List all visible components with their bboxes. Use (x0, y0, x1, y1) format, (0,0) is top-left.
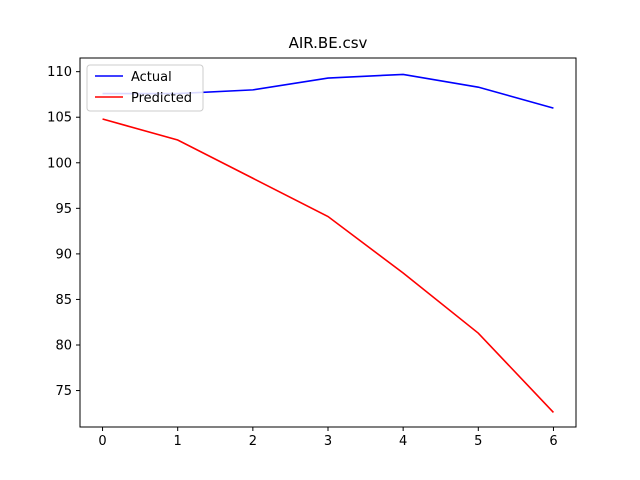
x-tick-label: 6 (549, 434, 557, 449)
x-axis: 0 1 2 3 4 5 6 (98, 427, 558, 449)
y-axis: 75 80 85 90 95 100 105 110 (47, 65, 80, 399)
y-tick-label: 85 (55, 293, 72, 308)
y-tick-label: 110 (47, 65, 72, 80)
y-tick-label: 80 (55, 339, 72, 354)
legend-label-predicted: Predicted (131, 91, 192, 106)
legend-label-actual: Actual (131, 70, 172, 85)
plot-frame (79, 57, 577, 428)
x-tick-label: 5 (474, 434, 482, 449)
x-tick-label: 2 (249, 434, 257, 449)
series-line-predicted (102, 118, 555, 413)
x-tick-label: 4 (399, 434, 407, 449)
legend: Actual Predicted (86, 64, 204, 112)
x-tick-label: 0 (98, 434, 106, 449)
x-tick-label: 3 (324, 434, 332, 449)
y-tick-label: 95 (55, 202, 72, 217)
y-tick-label: 90 (55, 247, 72, 262)
series-lines (102, 73, 555, 413)
y-tick-label: 100 (47, 156, 72, 171)
x-tick-label: 1 (174, 434, 182, 449)
y-tick-label: 105 (47, 111, 72, 126)
y-tick-label: 75 (55, 384, 72, 399)
chart-title: AIR.BE.csv (289, 34, 368, 52)
